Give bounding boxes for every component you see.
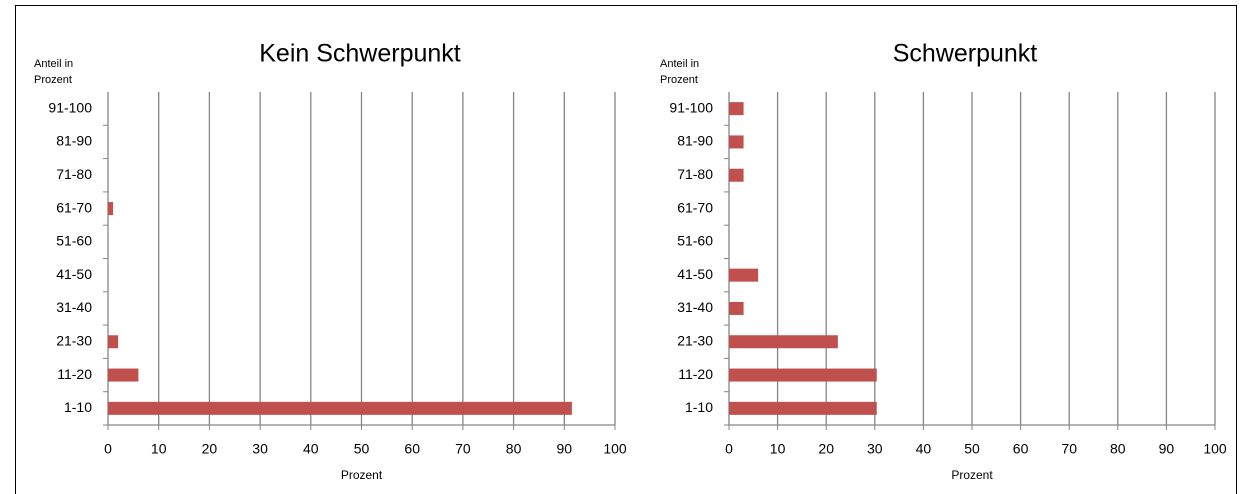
x-tick-label: 90 bbox=[557, 441, 573, 457]
x-tick-label: 0 bbox=[725, 441, 733, 457]
bar bbox=[729, 335, 838, 349]
x-tick-label: 60 bbox=[1013, 441, 1029, 457]
x-tick-label: 20 bbox=[202, 441, 218, 457]
x-axis-title: Prozent bbox=[341, 468, 383, 482]
y-tick-label: 81-90 bbox=[56, 133, 92, 149]
chart-title: Kein Schwerpunkt bbox=[259, 40, 461, 68]
x-tick-label: 60 bbox=[404, 441, 420, 457]
x-tick-label: 20 bbox=[818, 441, 834, 457]
y-tick-label: 41-50 bbox=[56, 266, 92, 282]
y-tick-label: 91-100 bbox=[48, 99, 92, 115]
x-tick-label: 70 bbox=[455, 441, 471, 457]
bar bbox=[729, 168, 744, 182]
chart-title: Schwerpunkt bbox=[893, 40, 1038, 68]
x-axis-title: Prozent bbox=[951, 468, 993, 482]
y-tick-label: 61-70 bbox=[56, 199, 92, 215]
y-axis-title: Anteil in Prozent bbox=[34, 58, 74, 86]
x-tick-label: 30 bbox=[867, 441, 883, 457]
bar bbox=[729, 268, 759, 282]
y-tick-label: 31-40 bbox=[677, 299, 713, 315]
x-tick-label: 10 bbox=[151, 441, 167, 457]
x-tick-label: 80 bbox=[1110, 441, 1126, 457]
y-tick-label: 11-20 bbox=[57, 366, 92, 382]
x-tick-label: 90 bbox=[1159, 441, 1175, 457]
y-tick-label: 51-60 bbox=[677, 233, 713, 249]
x-tick-label: 30 bbox=[252, 441, 268, 457]
y-tick-label: 71-80 bbox=[56, 166, 92, 182]
y-tick-label: 41-50 bbox=[677, 266, 713, 282]
y-tick-label: 21-30 bbox=[56, 332, 92, 348]
y-tick-label: 91-100 bbox=[669, 99, 713, 115]
x-tick-label: 100 bbox=[1203, 441, 1227, 457]
x-tick-label: 50 bbox=[964, 441, 980, 457]
y-tick-label: 1-10 bbox=[685, 399, 713, 415]
y-tick-label: 11-20 bbox=[678, 366, 713, 382]
bar bbox=[729, 368, 877, 382]
y-axis-title-box: Anteil in Prozent bbox=[34, 58, 74, 86]
y-tick-label: 1-10 bbox=[64, 399, 92, 415]
x-tick-label: 50 bbox=[354, 441, 370, 457]
x-tick-label: 40 bbox=[303, 441, 319, 457]
bar bbox=[729, 301, 744, 315]
y-tick-label: 81-90 bbox=[677, 133, 713, 149]
y-axis-title-box: Anteil in Prozent bbox=[660, 58, 700, 86]
bar bbox=[729, 135, 744, 149]
x-tick-label: 0 bbox=[104, 441, 112, 457]
frame bbox=[15, 5, 1237, 494]
y-tick-label: 71-80 bbox=[677, 166, 713, 182]
bar bbox=[108, 401, 572, 415]
bar bbox=[108, 202, 114, 216]
y-tick-label: 51-60 bbox=[56, 233, 92, 249]
x-tick-label: 80 bbox=[506, 441, 522, 457]
x-tick-label: 70 bbox=[1061, 441, 1077, 457]
x-tick-label: 10 bbox=[770, 441, 786, 457]
y-axis-title: Anteil in Prozent bbox=[660, 58, 700, 86]
y-tick-label: 21-30 bbox=[677, 332, 713, 348]
bar bbox=[729, 401, 877, 415]
y-tick-label: 31-40 bbox=[56, 299, 92, 315]
bar bbox=[729, 102, 744, 116]
bar bbox=[108, 335, 119, 349]
x-tick-label: 40 bbox=[916, 441, 932, 457]
bar bbox=[108, 368, 139, 382]
x-tick-label: 100 bbox=[603, 441, 627, 457]
y-tick-label: 61-70 bbox=[677, 199, 713, 215]
